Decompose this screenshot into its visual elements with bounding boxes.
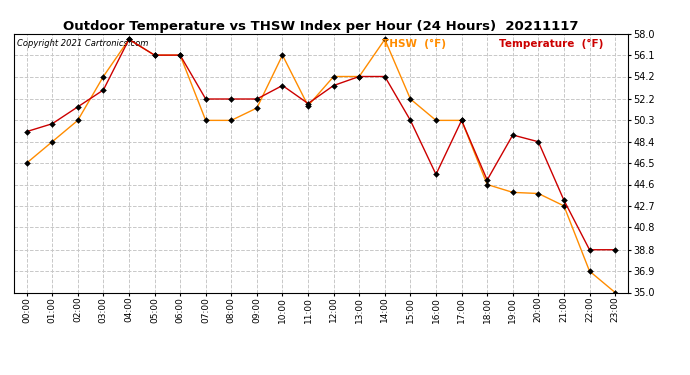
Title: Outdoor Temperature vs THSW Index per Hour (24 Hours)  20211117: Outdoor Temperature vs THSW Index per Ho…: [63, 20, 579, 33]
Text: Copyright 2021 Cartronics.com: Copyright 2021 Cartronics.com: [17, 39, 148, 48]
Text: THSW  (°F): THSW (°F): [382, 39, 446, 49]
Text: Temperature  (°F): Temperature (°F): [499, 39, 603, 49]
